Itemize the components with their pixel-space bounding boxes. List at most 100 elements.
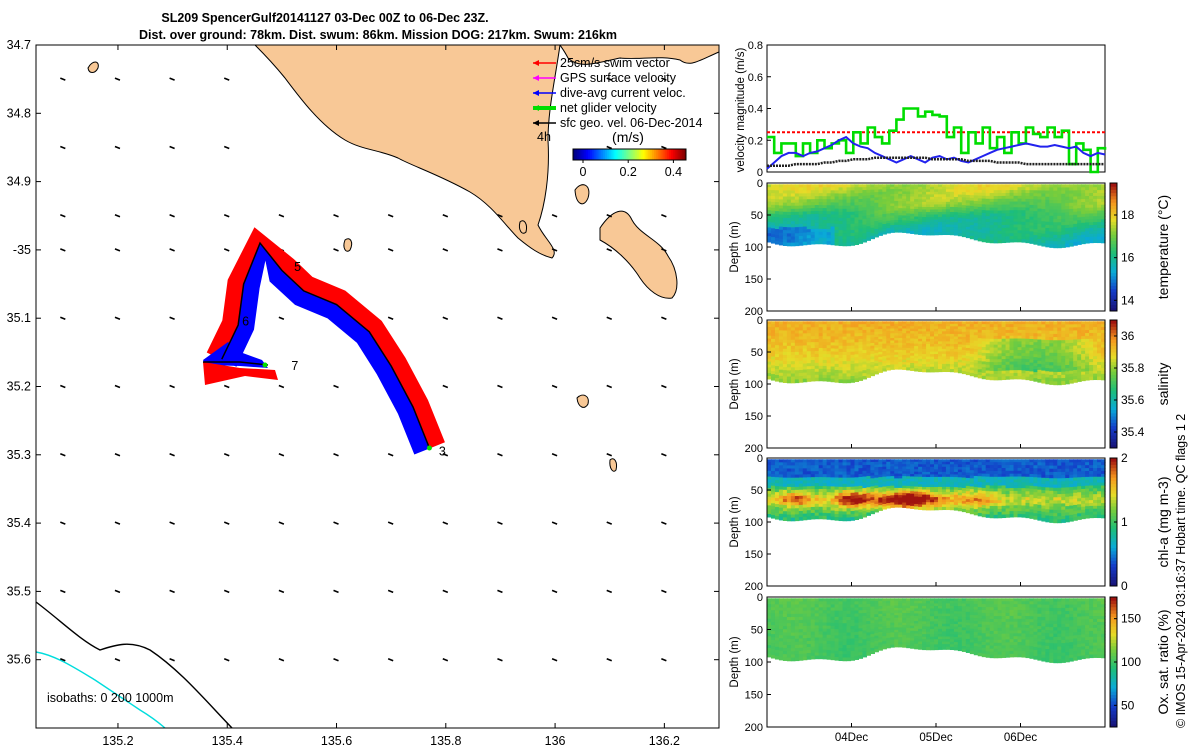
section-cell — [894, 497, 899, 501]
section-cell — [846, 514, 852, 519]
section-cell — [767, 227, 772, 231]
section-cell — [894, 364, 899, 368]
section-cell — [794, 364, 800, 368]
section-cell — [874, 228, 879, 233]
section-cell — [778, 205, 784, 210]
section-cell — [1005, 321, 1011, 325]
section-cell — [850, 376, 856, 380]
section-cell — [862, 473, 868, 478]
section-cell — [850, 501, 856, 506]
section-cell — [1081, 342, 1086, 346]
section-cell — [973, 212, 979, 216]
section-cell — [894, 478, 899, 482]
section-cell — [814, 356, 820, 361]
section-cell — [890, 184, 895, 188]
section-cell — [854, 486, 860, 490]
section-cell — [1025, 190, 1031, 194]
section-cell — [989, 222, 995, 226]
section-cell — [806, 477, 812, 481]
section-cell — [770, 482, 776, 487]
section-cell — [969, 494, 975, 498]
velocity-y-tick-label: 0 — [757, 167, 763, 179]
section-cell — [961, 344, 967, 348]
section-cell — [1093, 222, 1098, 226]
section-cell — [894, 359, 899, 363]
section-cell — [886, 218, 891, 222]
section-cell — [874, 477, 879, 481]
section-cell — [953, 336, 959, 340]
section-cell — [818, 515, 824, 520]
section-colorbar-cell — [1110, 400, 1117, 404]
section-cell — [981, 476, 987, 480]
section-cell — [1061, 206, 1066, 211]
section-cell — [937, 214, 943, 218]
section-cell — [1049, 193, 1054, 198]
section-cell — [973, 206, 979, 210]
section-cell — [997, 356, 1003, 360]
section-cell — [1061, 222, 1066, 226]
section-cell — [930, 321, 935, 325]
section-cell — [957, 197, 963, 201]
section-cell — [790, 345, 796, 350]
section-cell — [874, 350, 879, 354]
section-cell — [969, 483, 975, 488]
section-cell — [858, 471, 864, 475]
section-cell — [981, 190, 987, 194]
section-cell — [945, 499, 951, 503]
section-cell — [961, 223, 967, 227]
section-cell — [953, 333, 959, 338]
section-cell — [786, 502, 792, 506]
section-cell — [977, 498, 983, 503]
section-cell — [858, 190, 864, 194]
section-cell — [890, 196, 895, 200]
section-cell — [989, 335, 995, 340]
section-cell — [922, 219, 927, 223]
section-cell — [977, 237, 983, 242]
section-cell — [862, 236, 868, 240]
section-cell — [862, 327, 868, 331]
section-cell — [874, 509, 879, 513]
section-cell — [926, 204, 931, 208]
section-cell — [838, 367, 844, 371]
section-cell — [918, 204, 923, 208]
section-cell — [1029, 321, 1035, 325]
section-cell — [965, 184, 971, 188]
section-cell — [770, 377, 776, 381]
section-cell — [937, 461, 943, 465]
section-cell — [926, 366, 931, 370]
section-cell — [930, 364, 935, 368]
section-cell — [937, 221, 943, 226]
section-cell — [802, 235, 808, 240]
section-cell — [802, 193, 808, 197]
section-cell — [802, 504, 808, 509]
section-cell — [902, 342, 907, 346]
section-cell — [922, 366, 927, 370]
section-colorbar-cell — [1110, 279, 1117, 283]
section-cell — [961, 336, 967, 341]
section-cell — [973, 214, 979, 219]
section-cell — [1033, 199, 1038, 203]
section-cell — [858, 365, 864, 370]
section-colorbar-cell — [1110, 288, 1117, 293]
section-cell — [1073, 217, 1078, 222]
section-cell — [842, 227, 848, 231]
section-cell — [838, 202, 844, 207]
land-masses — [87, 44, 720, 472]
section-cell — [949, 186, 955, 190]
section-cell — [810, 339, 816, 343]
section-cell — [1037, 214, 1042, 219]
section-cell — [977, 346, 983, 351]
section-cell — [1069, 352, 1074, 356]
section-cell — [886, 189, 891, 193]
section-cell — [1033, 339, 1038, 343]
section-cell — [1097, 198, 1102, 203]
legend-label: GPS surface velocity — [560, 71, 677, 85]
section-cell — [1065, 358, 1070, 363]
section-cell — [774, 354, 780, 358]
section-cell — [1037, 187, 1042, 191]
section-cell — [810, 474, 816, 478]
section-colorbar-cell — [1110, 282, 1117, 286]
section-cell — [965, 347, 971, 352]
section-cell — [858, 512, 864, 516]
section-cell — [1021, 190, 1027, 194]
